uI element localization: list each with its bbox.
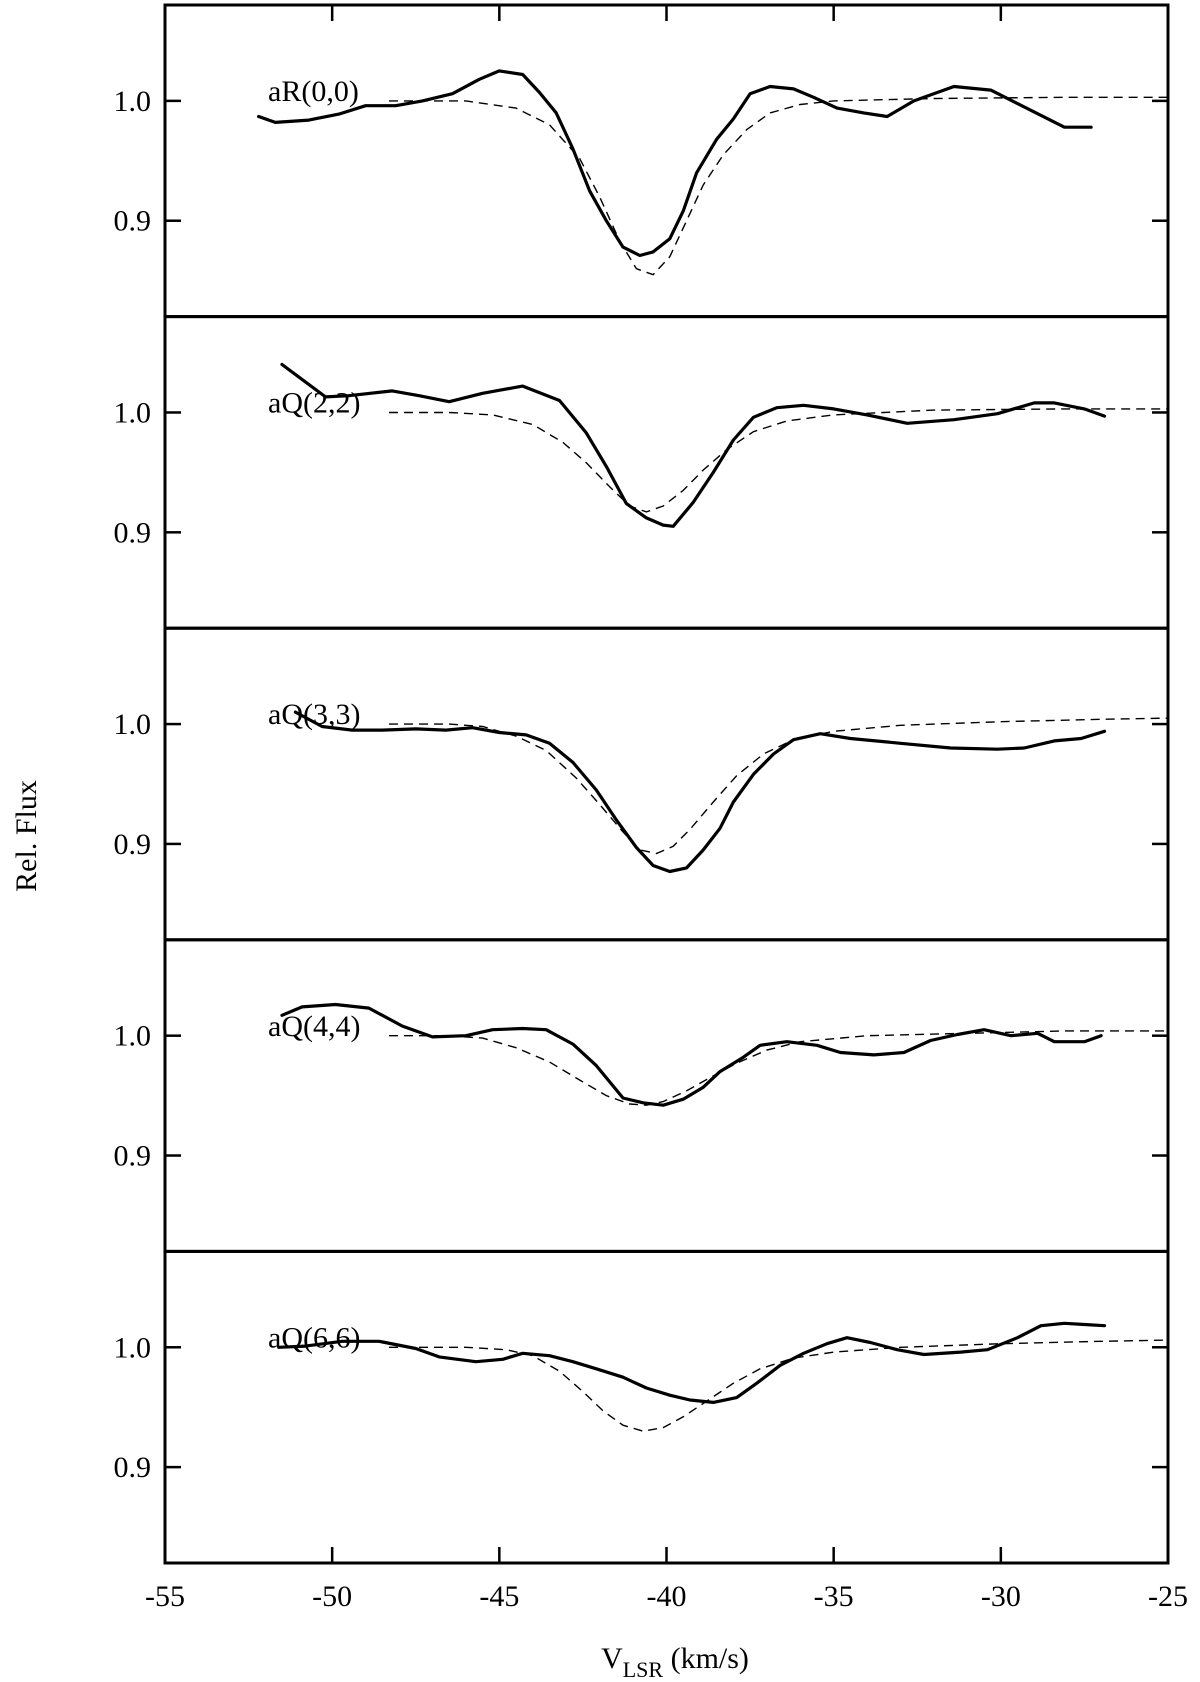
observed-line — [280, 1002, 1103, 1107]
y-tick-label: 0.9 — [114, 1140, 152, 1173]
observed-line — [293, 710, 1107, 874]
model-line — [389, 1030, 1168, 1106]
panel-frame — [163, 938, 1170, 1253]
panel-3: 1.0 0.9 aQ(3,3) — [114, 626, 1170, 942]
x-tick-label: -40 — [647, 1580, 687, 1613]
y-tick-label: 1.0 — [114, 1331, 152, 1364]
y-tick-label: 1.0 — [114, 708, 152, 741]
model-line — [389, 96, 1168, 276]
panel-label: aR(0,0) — [268, 75, 359, 108]
y-tick-label: 0.9 — [114, 205, 152, 238]
y-tick-label: 1.0 — [114, 85, 152, 118]
observed-line — [277, 1321, 1107, 1405]
x-tick-label: -30 — [981, 1580, 1021, 1613]
model-line — [389, 408, 1168, 513]
y-tick-label: 1.0 — [114, 1020, 152, 1053]
panel-label: aQ(3,3) — [268, 698, 360, 731]
panels: 1.00.9aR(0,0)1.00.9aQ(2,2)1.00.9aQ(3,3)1… — [114, 3, 1170, 1565]
y-axis-title: Rel. Flux — [10, 780, 43, 892]
observed-line — [280, 362, 1107, 528]
y-tick-label: 0.9 — [114, 1451, 152, 1484]
observed-line — [257, 69, 1093, 258]
y-tick-label: 1.0 — [114, 396, 152, 429]
x-tick-label: -25 — [1148, 1580, 1188, 1613]
panel-2: 1.0 0.9 aQ(2,2) — [114, 315, 1170, 630]
panel-frame — [163, 315, 1170, 630]
panel-frame — [163, 626, 1170, 942]
x-axis: -55 -50 -45 -40 -35 -30 -25 — [145, 1580, 1188, 1613]
x-tick-label: -35 — [814, 1580, 854, 1613]
x-tick-label: -50 — [312, 1580, 352, 1613]
x-axis-title-unit: (km/s) — [663, 1642, 749, 1675]
x-axis-title-main: V — [601, 1642, 623, 1675]
x-axis-title-sub: LSR — [623, 1657, 664, 1682]
model-line — [389, 1339, 1169, 1432]
panel-4: 1.00.9aQ(4,4) — [114, 938, 1170, 1253]
x-axis-title: VLSR (km/s) — [601, 1642, 749, 1682]
y-tick-label: 0.9 — [114, 828, 152, 861]
panel-label: aQ(6,6) — [268, 1321, 360, 1354]
panel-label: aQ(2,2) — [268, 387, 360, 420]
x-tick-label: -45 — [479, 1580, 519, 1613]
panel-frame — [163, 3, 1170, 319]
panel-frame — [163, 1249, 1170, 1565]
y-tick-label: 0.9 — [114, 516, 152, 549]
panel-1: 1.0 0.9 aR(0,0) — [114, 3, 1170, 319]
panel-5: 1.0 0.9 aQ(6,6) — [114, 1249, 1170, 1565]
x-tick-label: -55 — [145, 1580, 185, 1613]
model-line — [389, 717, 1169, 855]
